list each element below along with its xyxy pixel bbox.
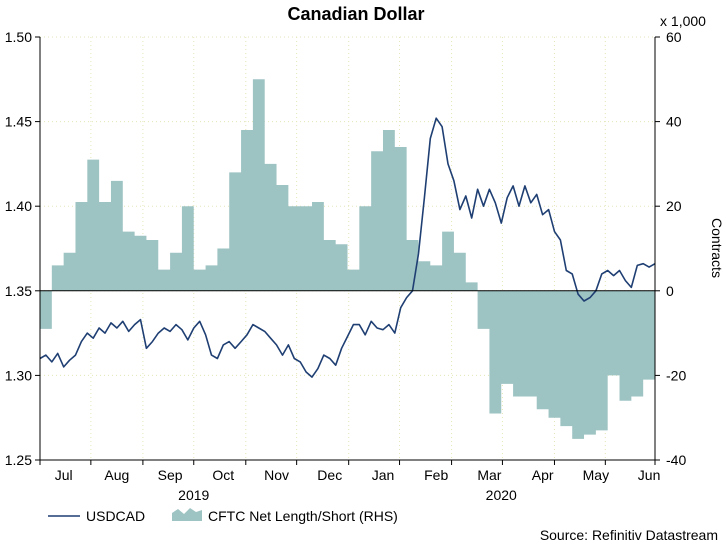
- right-tick-label: -40: [666, 452, 686, 468]
- month-label: Aug: [104, 467, 129, 483]
- cftc-area: [40, 79, 655, 439]
- right-tick-label: 40: [666, 114, 682, 130]
- year-label: 2019: [178, 487, 209, 503]
- right-tick-label: 0: [666, 283, 674, 299]
- month-label: Jul: [55, 467, 73, 483]
- left-tick-label: 1.45: [5, 114, 32, 130]
- left-tick-label: 1.35: [5, 283, 32, 299]
- month-label: Dec: [317, 467, 342, 483]
- right-tick-label: 60: [666, 29, 682, 45]
- year-label: 2020: [486, 487, 517, 503]
- usdcad-line: [39, 117, 656, 378]
- legend-usdcad-label: USDCAD: [86, 508, 145, 524]
- right-axis-label: Contracts: [709, 218, 725, 278]
- legend-cftc-label: CFTC Net Length/Short (RHS): [208, 508, 398, 524]
- chart-title: Canadian Dollar: [287, 4, 424, 24]
- right-axis-unit: x 1,000: [660, 13, 706, 29]
- usdcad-line-layer: [39, 117, 656, 378]
- legend-cftc-swatch: [172, 508, 202, 521]
- axis-layer: 1.25 1.30 1.35 1.40 1.45 1.50 -40 -20 0 20 40 60 Jul…: [5, 29, 687, 503]
- left-tick-label: 1.40: [5, 198, 32, 214]
- right-tick-label: 20: [666, 198, 682, 214]
- source-note: Source: Refinitiv Datastream: [540, 527, 718, 543]
- month-label: Jan: [372, 467, 395, 483]
- left-tick-label: 1.50: [5, 29, 32, 45]
- month-label: Nov: [264, 467, 289, 483]
- month-label: Oct: [212, 467, 234, 483]
- legend: USDCAD CFTC Net Length/Short (RHS): [48, 508, 398, 524]
- month-label: Feb: [424, 467, 448, 483]
- month-label: Mar: [477, 467, 501, 483]
- left-tick-label: 1.25: [5, 452, 32, 468]
- month-label: Apr: [532, 467, 554, 483]
- right-tick-label: -20: [666, 367, 686, 383]
- month-label: Sep: [158, 467, 183, 483]
- month-label: Jun: [638, 467, 661, 483]
- left-tick-label: 1.30: [5, 367, 32, 383]
- month-label: May: [583, 467, 609, 483]
- cftc-area-layer: [40, 79, 655, 439]
